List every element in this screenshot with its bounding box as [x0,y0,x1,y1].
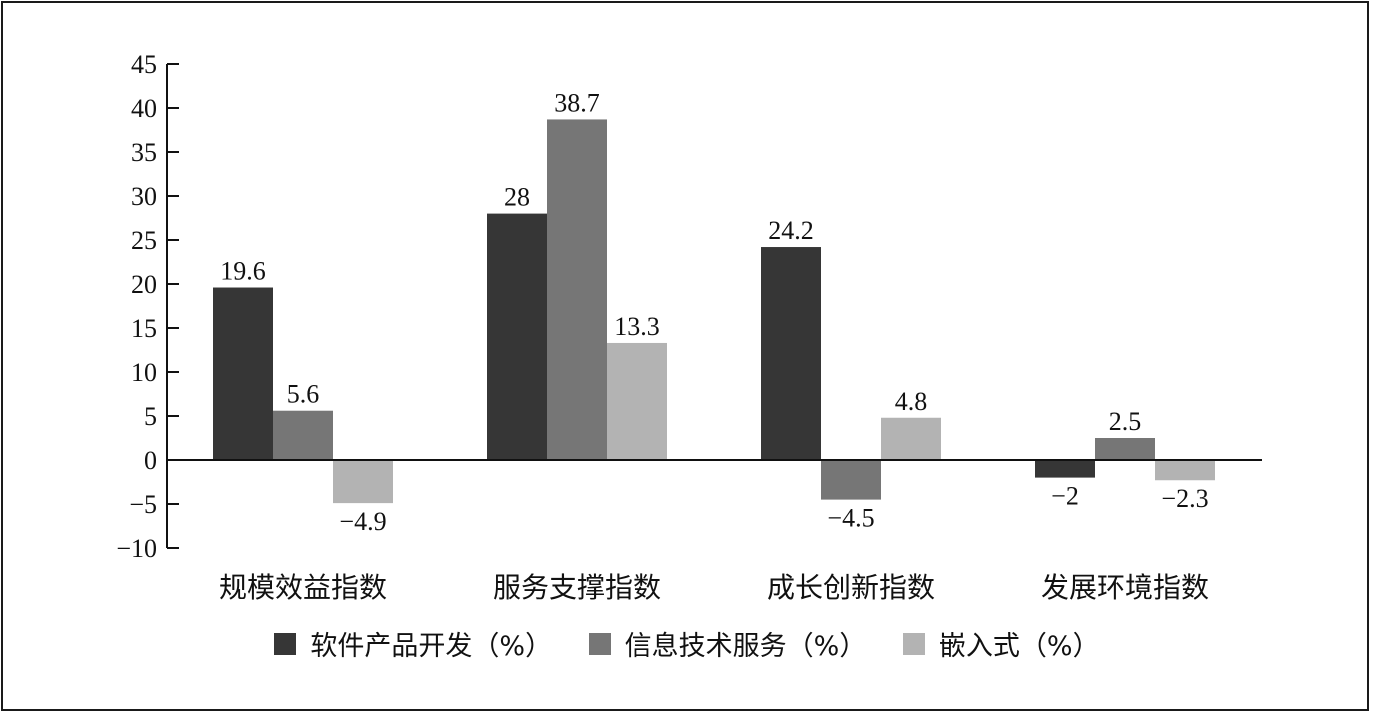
legend-swatch-it-services [588,632,611,655]
category-label: 发展环境指数 [1041,571,1209,604]
legend-label-software: 软件产品开发（%） [310,631,553,662]
y-tick-label: 0 [144,446,157,475]
bar [547,119,607,460]
bar [1155,460,1215,481]
category-label: 规模效益指数 [219,571,387,604]
data-labels: 19.6 5.6 −4.9 28 38.7 13.3 24.2 −4.5 4.8 −2 2.5 −2.… [220,88,1208,536]
category-label: 成长创新指数 [767,571,935,604]
bar [1095,438,1155,460]
bar [821,460,881,500]
legend-swatch-software [274,632,297,655]
bar [881,417,941,460]
legend-label-it-services: 信息技术服务（%） [624,631,867,662]
data-label: 5.6 [287,380,320,409]
data-label: 38.7 [554,88,600,117]
bars [213,119,1215,504]
legend-label-embedded: 嵌入式（%） [938,631,1100,662]
data-label: −4.5 [827,504,874,533]
data-label: 19.6 [220,257,266,286]
bar [607,342,667,460]
legend-item-embedded: 嵌入式（%） [902,624,1100,663]
bar [1035,460,1095,478]
y-tick-label: 30 [131,182,157,211]
data-label: −2.3 [1161,484,1208,513]
y-tick-label: 40 [131,94,157,123]
y-tick-label: 20 [131,270,157,299]
y-tick-label: 25 [131,226,157,255]
bar [273,410,333,460]
legend-swatch-embedded [902,632,925,655]
y-axis: −10 −5 0 5 10 15 20 25 30 35 40 45 [116,50,179,563]
bar [333,460,393,504]
y-tick-label: 5 [144,402,157,431]
legend: 软件产品开发（%） 信息技术服务（%） 嵌入式（%） [0,624,1374,663]
data-label: 4.8 [895,387,928,416]
legend-item-it-services: 信息技术服务（%） [588,624,867,663]
bar [761,247,821,460]
data-label: 24.2 [768,216,814,245]
bar [213,287,273,460]
y-tick-label: −10 [116,534,157,563]
y-tick-label: 45 [131,50,157,79]
legend-item-software: 软件产品开发（%） [274,624,552,663]
y-tick-label: −5 [129,490,157,519]
data-label: −4.9 [339,507,386,536]
category-label: 服务支撑指数 [493,571,661,604]
data-label: 13.3 [614,312,660,341]
data-label: −2 [1051,482,1079,511]
y-tick-label: 35 [131,138,157,167]
y-tick-label: 15 [131,314,157,343]
category-labels: 规模效益指数 服务支撑指数 成长创新指数 发展环境指数 [219,571,1209,604]
y-tick-label: 10 [131,358,157,387]
data-label: 28 [504,183,530,212]
data-label: 2.5 [1109,407,1142,436]
bar [487,213,547,460]
